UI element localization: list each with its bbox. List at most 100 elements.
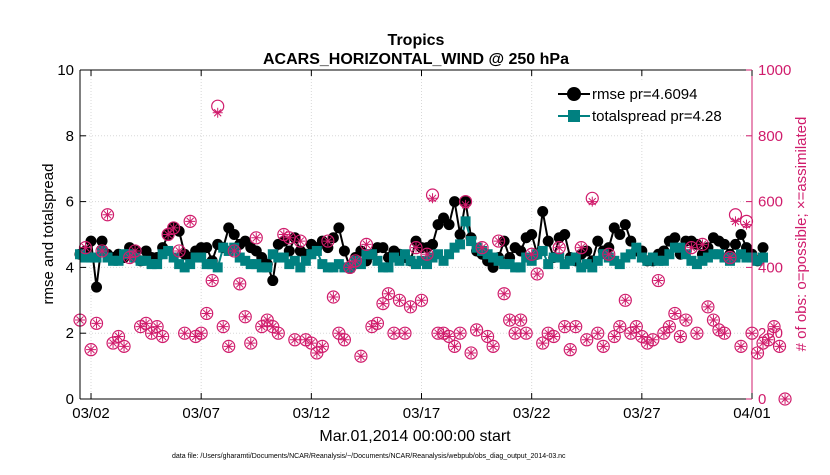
possible-obs-point (723, 250, 737, 265)
assimilated-obs-point (218, 321, 229, 332)
possible-obs-point (447, 339, 462, 353)
assimilated-obs-point (394, 295, 405, 306)
totalspread-point (300, 255, 311, 266)
assimilated-obs-point (234, 278, 245, 289)
totalspread-point (592, 255, 603, 266)
totalspread-point (669, 242, 680, 253)
assimilated-obs-point (289, 334, 300, 345)
possible-obs-point (530, 267, 544, 281)
y-tick-label-right: 200 (758, 325, 783, 342)
rmse-point (333, 222, 345, 234)
x-tick-label: 03/12 (293, 405, 331, 422)
possible-obs-point (156, 329, 170, 344)
totalspread-point (647, 252, 658, 263)
rmse-point (228, 229, 240, 240)
assimilated-obs-point (477, 242, 488, 253)
x-tick-label: 03/27 (623, 405, 661, 422)
possible-obs-point (662, 320, 676, 334)
assimilated-obs-point (295, 236, 306, 247)
totalspread-point (642, 255, 653, 266)
assimilated-obs-point (488, 341, 499, 352)
assimilated-obs-point (548, 331, 559, 342)
totalspread-point (422, 259, 433, 270)
assimilated-obs-point (168, 222, 179, 233)
assimilated-obs-point (97, 245, 108, 256)
assimilated-obs-point (741, 219, 752, 230)
possible-obs-point (315, 339, 329, 353)
totalspread-point (680, 249, 691, 260)
y-tick-label-left: 6 (66, 194, 74, 211)
possible-obs-point (381, 287, 396, 301)
totalspread-point (328, 262, 339, 273)
totalspread-point (240, 255, 251, 266)
y-tick-label-right: 0 (758, 391, 766, 408)
totalspread-point (636, 252, 647, 263)
assimilated-obs-point (240, 311, 251, 322)
totalspread-point (702, 252, 713, 263)
totalspread-point (256, 262, 267, 273)
assimilated-obs-point (146, 328, 157, 339)
rmse-point (449, 196, 461, 208)
totalspread-point (113, 255, 124, 266)
totalspread-point (333, 259, 344, 270)
legend-marker-rmse (567, 87, 581, 101)
y-axis-left-label: rmse and totalspread (40, 164, 57, 305)
possible-obs-point (238, 310, 252, 324)
totalspread-point (664, 249, 675, 260)
rmse-point (729, 238, 741, 250)
totalspread-point (559, 259, 570, 270)
totalspread-point (152, 259, 163, 270)
assimilated-obs-point (504, 315, 515, 326)
possible-obs-point (321, 234, 335, 248)
assimilated-obs-point (130, 245, 141, 256)
totalspread-point (278, 252, 289, 263)
totalspread-point (383, 262, 394, 273)
totalspread-point (366, 249, 377, 260)
assimilated-obs-point (581, 334, 592, 345)
rmse-point (735, 229, 747, 240)
possible-obs-point (481, 329, 495, 344)
possible-obs-point (668, 306, 682, 321)
totalspread-point (416, 255, 427, 266)
totalspread-point (741, 252, 752, 263)
totalspread-point (433, 249, 444, 260)
possible-obs-point (172, 244, 186, 258)
possible-obs-point (100, 208, 115, 222)
totalspread-point (190, 252, 201, 263)
data-file-footnote: data file: /Users/gharamti/Documents/NCA… (172, 453, 566, 460)
possible-obs-point (420, 247, 434, 261)
totalspread-point (377, 262, 388, 273)
totalspread-point (179, 262, 190, 273)
totalspread-point (361, 249, 372, 260)
totalspread-point (207, 259, 218, 270)
assimilated-obs-point (774, 341, 785, 352)
possible-obs-point (288, 333, 302, 347)
assimilated-obs-point (256, 321, 267, 332)
totalspread-point (212, 262, 223, 273)
assimilated-obs-point (758, 338, 769, 349)
assimilated-obs-point (245, 338, 256, 349)
possible-obs-point (200, 306, 214, 321)
rmse-point (91, 281, 103, 293)
assimilated-obs-point (190, 331, 201, 342)
totalspread-point (196, 252, 207, 263)
possible-obs-point (469, 323, 484, 337)
assimilated-obs-point (284, 232, 295, 243)
possible-obs-point (772, 339, 787, 353)
series-layer (73, 99, 792, 406)
assimilated-obs-point (377, 298, 388, 309)
totalspread-point (488, 252, 499, 263)
totalspread-point (554, 252, 565, 263)
totalspread-point (493, 255, 504, 266)
rmse-point (454, 229, 466, 240)
assimilated-obs-point (251, 232, 262, 243)
totalspread-point (609, 255, 620, 266)
assimilated-obs-point (278, 229, 289, 240)
assimilated-obs-point (697, 239, 708, 250)
rmse-point (85, 235, 97, 247)
assimilated-obs-point (306, 338, 317, 349)
assimilated-obs-point (691, 328, 702, 339)
totalspread-point (504, 259, 515, 270)
y-axis-right-label: # of obs: o=possible; ×=assimilated (793, 117, 810, 352)
possible-obs-point (409, 241, 423, 255)
